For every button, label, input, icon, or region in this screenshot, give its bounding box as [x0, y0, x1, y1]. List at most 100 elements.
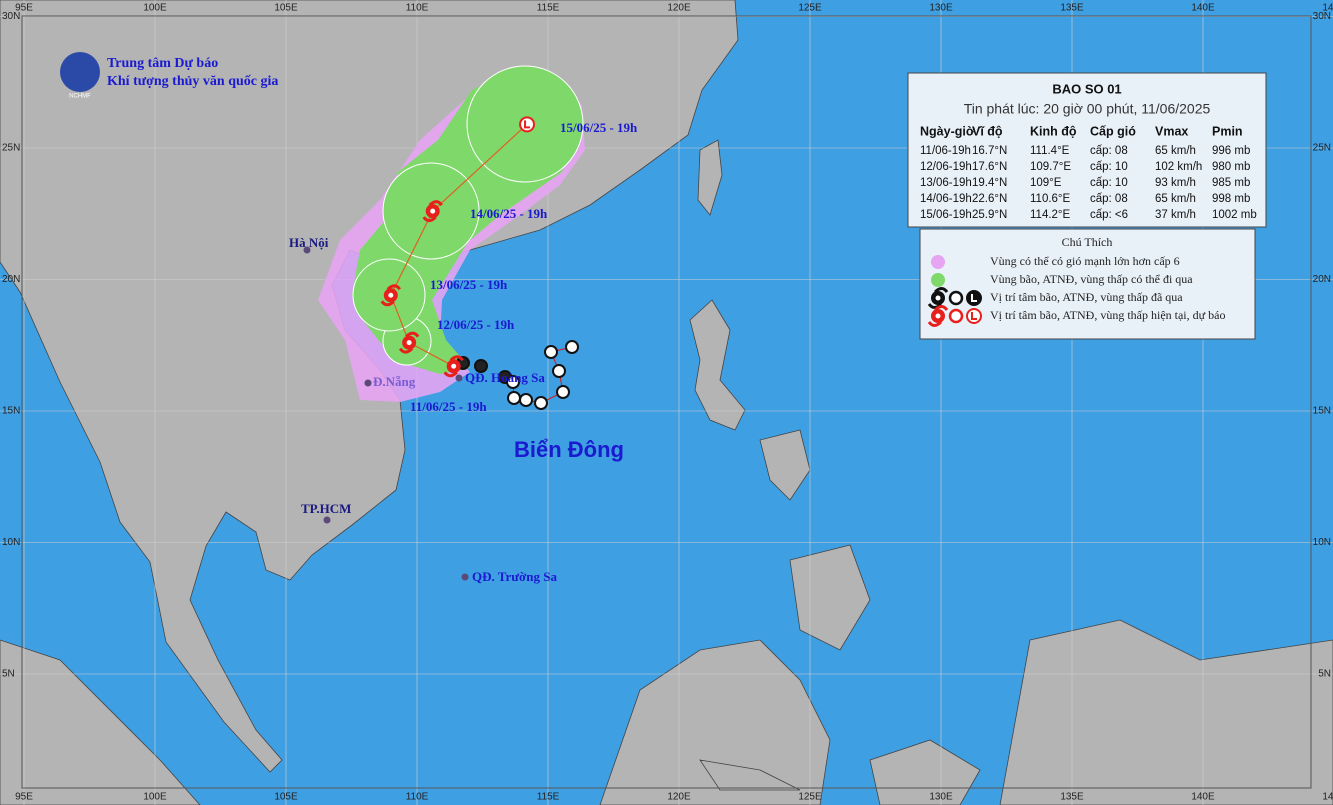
table-cell: 109°E [1030, 177, 1062, 189]
logo [60, 52, 100, 92]
logo-text: NCHMF [69, 94, 91, 100]
place-label: Hà Nội [289, 235, 329, 250]
table-cell: 109.7°E [1030, 161, 1071, 173]
low-letter [971, 294, 977, 302]
lon-tick-label: 100E [143, 3, 167, 14]
lat-tick-label: 10N [1313, 537, 1331, 548]
lon-tick-label: 100E [143, 792, 167, 803]
table-cell: 65 km/h [1155, 145, 1196, 157]
table-cell: 102 km/h [1155, 161, 1202, 173]
storm-eye [935, 313, 941, 319]
info-issued: Tin phát lúc: 20 giờ 00 phút, 11/06/2025 [964, 101, 1211, 117]
lon-tick-label: 130E [929, 792, 953, 803]
table-header: Vĩ độ [972, 124, 1003, 138]
lon-tick-label: 125E [798, 792, 822, 803]
lon-tick-label: 140E [1191, 3, 1215, 14]
lon-tick-label: 115E [537, 3, 560, 14]
track-label: 14/06/25 - 19h [470, 206, 548, 221]
past-position [544, 345, 558, 359]
org-name: Khí tượng thủy văn quốc gia [107, 74, 278, 89]
lat-tick-label: 25N [2, 143, 20, 154]
past-position [507, 391, 521, 405]
lon-tick-label: 120E [667, 792, 691, 803]
storm-eye [388, 292, 394, 298]
table-cell: 114.2°E [1030, 209, 1071, 221]
lat-tick-label: 20N [2, 274, 20, 285]
legend-label: Vị trí tâm bão, ATNĐ, vùng thấp hiện tại… [990, 308, 1225, 322]
lon-tick-label: 95E [15, 3, 33, 14]
legend-label: Vùng bão, ATNĐ, vùng thấp có thể đi qua [990, 272, 1193, 286]
table-cell: 25.9°N [972, 209, 1007, 221]
storm-symbol-arm [405, 331, 420, 338]
table-cell: 16.7°N [972, 145, 1007, 157]
table-cell: cấp: <6 [1090, 209, 1128, 221]
lon-tick-label: 105E [274, 792, 298, 803]
info-box [907, 72, 1267, 228]
table-header: Ngày-giờ [920, 124, 975, 138]
track-label: 13/06/25 - 19h [430, 277, 508, 292]
legend-swatch [948, 290, 964, 306]
table-header: Pmin [1212, 124, 1243, 138]
table-cell: 998 mb [1212, 193, 1250, 205]
past-position [474, 359, 488, 373]
low-symbol [966, 290, 982, 306]
lon-tick-label: 115E [537, 792, 560, 803]
place-dot [323, 516, 331, 524]
legend-swatch [948, 308, 964, 324]
lat-tick-label: 5N [1318, 669, 1331, 680]
lon-tick-label: 145E [1322, 792, 1333, 803]
low-letter [524, 120, 531, 129]
sea-label: Biển Đông [514, 437, 624, 462]
place-label: QĐ. Trường Sa [472, 569, 557, 584]
storm-eye [430, 208, 436, 214]
storm-symbol-arm [927, 302, 943, 309]
track-label: 11/06/25 - 19h [410, 399, 487, 414]
storm-eye [935, 295, 941, 301]
table-cell: 110.6°E [1030, 193, 1071, 205]
lon-tick-label: 110E [406, 792, 429, 803]
table-cell: 22.6°N [972, 193, 1007, 205]
storm-symbol-arm [933, 287, 949, 294]
storm-eye [406, 340, 412, 346]
table-cell: cấp: 08 [1090, 145, 1128, 157]
past-position [556, 385, 570, 399]
low-symbol [519, 116, 536, 133]
table-cell: 985 mb [1212, 177, 1250, 189]
island [599, 639, 831, 805]
storm-symbol-arm [398, 347, 414, 354]
lon-tick-label: 125E [798, 3, 822, 14]
table-cell: cấp: 08 [1090, 193, 1128, 205]
track-label: 15/06/25 - 19h [560, 120, 638, 135]
table-header: Kinh độ [1030, 124, 1077, 138]
storm-symbol-arm [933, 305, 949, 312]
island [0, 639, 201, 805]
table-cell: 1002 mb [1212, 209, 1257, 221]
legend-label: Vùng có thể có gió mạnh lớn hơn cấp 6 [990, 254, 1180, 268]
table-cell: 65 km/h [1155, 193, 1196, 205]
low-letter [971, 312, 977, 320]
past-position [506, 375, 520, 389]
storm-symbol-arm [449, 355, 464, 362]
legend-swatch [931, 255, 945, 269]
lat-tick-label: 25N [1313, 143, 1331, 154]
map-frame [21, 15, 1312, 789]
place-label: TP.HCM [301, 501, 351, 516]
past-position [565, 340, 579, 354]
lat-tick-label: 15N [1313, 406, 1331, 417]
table-cell: cấp: 10 [1090, 161, 1128, 173]
storm-symbol-arm [386, 284, 402, 291]
table-cell: cấp: 10 [1090, 177, 1128, 189]
org-name: Trung tâm Dự báo [107, 56, 218, 71]
table-cell: 12/06-19h [920, 161, 972, 173]
lon-tick-label: 110E [406, 3, 429, 14]
lat-tick-label: 30N [1313, 11, 1331, 22]
info-title: BAO SO 01 [1052, 81, 1121, 96]
table-cell: 17.6°N [972, 161, 1007, 173]
past-position [552, 364, 566, 378]
lon-tick-label: 130E [929, 3, 953, 14]
table-header: Vmax [1155, 124, 1188, 138]
lon-tick-label: 120E [667, 3, 691, 14]
lat-tick-label: 5N [2, 669, 15, 680]
table-header: Cấp gió [1090, 124, 1136, 138]
